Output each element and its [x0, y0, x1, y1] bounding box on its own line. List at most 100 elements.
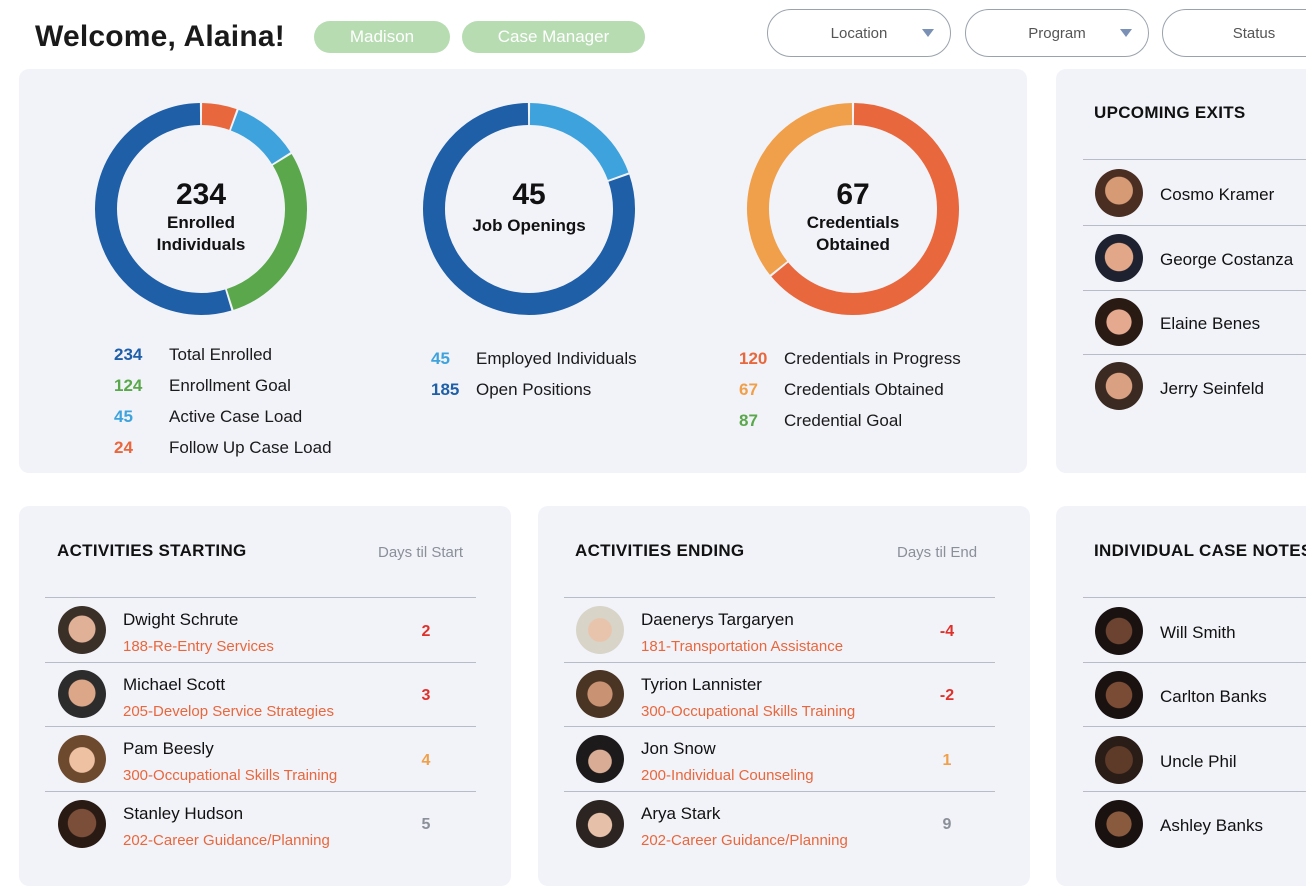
job-openings-center-label: Job Openings: [472, 216, 586, 235]
avatar: [576, 670, 624, 718]
days-until-start: 5: [421, 816, 431, 833]
avatar: [1095, 607, 1143, 655]
enrolled-total-value: 234: [175, 178, 227, 211]
donut-segment-follow-up-case-load[interactable]: [201, 103, 237, 131]
legend-value: 87: [739, 411, 758, 430]
stats-card: [19, 69, 1027, 473]
exit-person-name[interactable]: Jerry Seinfeld: [1160, 379, 1264, 398]
divider: [1083, 159, 1306, 160]
activity-person-name[interactable]: Tyrion Lannister: [641, 675, 762, 694]
legend-label: Open Positions: [476, 380, 592, 399]
activity-name[interactable]: 300-Occupational Skills Training: [123, 767, 338, 784]
case-notes-title: INDIVIDUAL CASE NOTES: [1094, 541, 1306, 560]
case-note-person-name[interactable]: Uncle Phil: [1160, 752, 1237, 771]
days-until-end: 9: [942, 816, 952, 833]
legend-item: 45 Employed Individuals: [431, 349, 637, 369]
location-filter-dropdown[interactable]: Location: [767, 9, 951, 57]
divider: [1083, 225, 1306, 226]
program-filter-label: Program: [1028, 24, 1086, 42]
donut-segment-active-case-load[interactable]: [230, 109, 291, 165]
avatar: [576, 800, 624, 848]
legend-value: 67: [739, 380, 758, 399]
location-filter-label: Location: [830, 24, 888, 42]
activity-person-name[interactable]: Daenerys Targaryen: [641, 610, 794, 629]
case-note-person-name[interactable]: Carlton Banks: [1160, 687, 1267, 706]
avatar: [1095, 234, 1143, 282]
avatar: [58, 670, 106, 718]
activity-person-name[interactable]: Arya Stark: [641, 804, 721, 823]
legend-value: 124: [114, 376, 143, 395]
credentials-donut-center: 67 Credentials Obtained: [773, 178, 933, 256]
donut-segment-open-positions[interactable]: [423, 103, 635, 315]
activity-person-name[interactable]: Jon Snow: [641, 739, 716, 758]
program-filter-dropdown[interactable]: Program: [965, 9, 1149, 57]
activity-person-name[interactable]: Pam Beesly: [123, 739, 214, 758]
legend-label: Credentials Obtained: [784, 380, 944, 399]
divider: [564, 726, 995, 727]
activity-name[interactable]: 300-Occupational Skills Training: [641, 703, 856, 720]
legend-item: 185 Open Positions: [431, 380, 591, 400]
legend-label: Credentials in Progress: [784, 349, 961, 368]
donut-segment-enrollment-goal[interactable]: [226, 154, 307, 310]
exit-person-name[interactable]: George Costanza: [1160, 250, 1294, 269]
activity-name[interactable]: 202-Career Guidance/Planning: [123, 832, 330, 849]
days-until-end: -2: [939, 687, 955, 704]
donut-segment-total-enrolled[interactable]: [95, 103, 232, 315]
divider: [564, 662, 995, 663]
case-note-person-name[interactable]: Will Smith: [1160, 623, 1236, 642]
role-tag-pill[interactable]: Case Manager: [462, 21, 645, 53]
divider: [45, 791, 476, 792]
case-note-person-name[interactable]: Ashley Banks: [1160, 816, 1263, 835]
donut-segment-credentials-obtained[interactable]: [747, 103, 853, 275]
divider: [564, 597, 995, 598]
activity-person-name[interactable]: Michael Scott: [123, 675, 226, 694]
location-tag-pill[interactable]: Madison: [314, 21, 450, 53]
divider: [45, 662, 476, 663]
divider: [45, 597, 476, 598]
enrolled-center-label: Enrolled Individuals: [156, 213, 246, 254]
legend-value: 185: [431, 380, 460, 399]
activity-name[interactable]: 202-Career Guidance/Planning: [641, 832, 848, 849]
status-filter-label: Status: [1232, 24, 1276, 42]
legend-value: 45: [431, 349, 450, 368]
activity-name[interactable]: 181-Transportation Assistance: [641, 638, 844, 655]
legend-value: 234: [114, 345, 143, 364]
days-until-start: 2: [421, 623, 431, 640]
credentials-donut-chart: [747, 103, 959, 315]
job-openings-donut-center: 45 Job Openings: [449, 178, 609, 237]
legend-label: Employed Individuals: [476, 349, 637, 368]
divider: [1083, 662, 1306, 663]
donut-segment-employed-individuals[interactable]: [529, 103, 629, 181]
avatar: [1095, 362, 1143, 410]
activity-name[interactable]: 200-Individual Counseling: [641, 767, 814, 784]
legend-label: Credential Goal: [784, 411, 903, 430]
legend-value: 24: [114, 438, 133, 457]
activity-person-name[interactable]: Dwight Schrute: [123, 610, 239, 629]
avatar: [576, 606, 624, 654]
credentials-center-label: Credentials Obtained: [806, 213, 900, 254]
legend-label: Follow Up Case Load: [169, 438, 332, 457]
exit-person-name[interactable]: Cosmo Kramer: [1160, 185, 1275, 204]
days-until-end: 1: [942, 752, 952, 769]
activity-name[interactable]: 205-Develop Service Strategies: [123, 703, 334, 720]
upcoming-exits-title: UPCOMING EXITS: [1094, 103, 1246, 122]
activity-name[interactable]: 188-Re-Entry Services: [123, 638, 274, 655]
activities-starting-title: ACTIVITIES STARTING: [57, 541, 247, 560]
days-til-end-header: Days til End: [897, 544, 978, 561]
status-filter-dropdown[interactable]: Status: [1162, 9, 1306, 57]
avatar: [58, 735, 106, 783]
enrolled-donut-center: 234 Enrolled Individuals: [121, 178, 281, 256]
avatar: [1095, 800, 1143, 848]
welcome-heading: Welcome, Alaina!: [35, 20, 285, 53]
legend-item: 124 Enrollment Goal: [114, 376, 291, 396]
days-until-start: 3: [421, 687, 431, 704]
legend-label: Enrollment Goal: [169, 376, 291, 395]
avatar: [1095, 169, 1143, 217]
donut-segment-credentials-in-progress[interactable]: [771, 103, 959, 315]
enrolled-donut-chart: [95, 103, 307, 315]
activity-person-name[interactable]: Stanley Hudson: [123, 804, 244, 823]
divider: [1083, 726, 1306, 727]
days-til-start-header: Days til Start: [378, 544, 464, 561]
avatar: [58, 800, 106, 848]
exit-person-name[interactable]: Elaine Benes: [1160, 314, 1261, 333]
